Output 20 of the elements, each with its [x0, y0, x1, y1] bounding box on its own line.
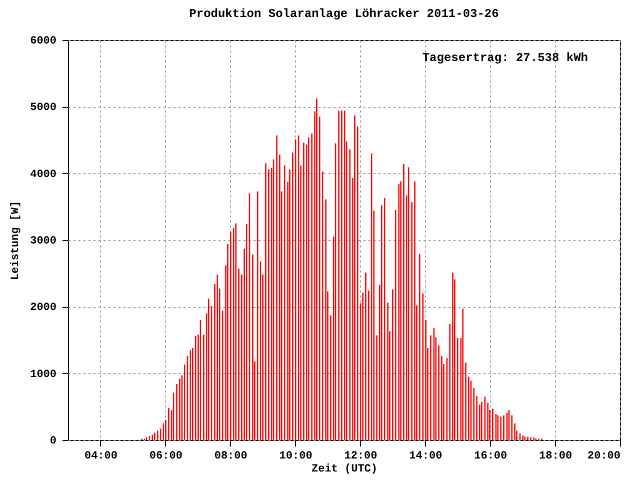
y-tick-label: 2000 — [30, 302, 56, 314]
x-tick-label: 14:00 — [409, 450, 442, 462]
chart-title: Produktion Solaranlage Löhracker 2011-03-26 — [189, 7, 499, 21]
x-tick-label: 10:00 — [279, 450, 312, 462]
x-tick-label: 12:00 — [344, 450, 378, 462]
y-tick-label: 1000 — [30, 368, 56, 381]
y-tick-label: 5000 — [30, 102, 56, 114]
x-axis-title: Zeit (UTC) — [311, 464, 378, 476]
x-tick-label: 04:00 — [84, 450, 118, 462]
x-tick-label: 16:00 — [474, 450, 508, 462]
x-tick-label: 20:00 — [587, 450, 620, 462]
y-axis-title: Leistung [W] — [10, 200, 22, 280]
y-tick-label: 6000 — [30, 36, 56, 48]
x-tick-label: 08:00 — [214, 450, 248, 462]
x-tick-label: 18:00 — [539, 450, 572, 462]
annotation: Tagesertrag: 27.538 kWh — [422, 51, 588, 65]
y-tick-label: 4000 — [30, 168, 56, 181]
y-tick-label: 3000 — [30, 236, 56, 248]
x-tick-label: 06:00 — [149, 450, 182, 462]
y-tick-label: 0 — [50, 436, 56, 448]
